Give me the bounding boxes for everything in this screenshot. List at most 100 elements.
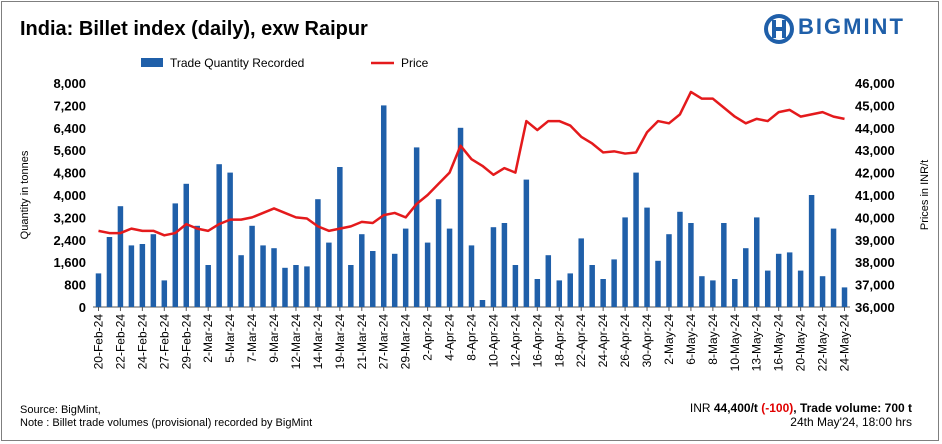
x-tick-label: 8-Apr-24 <box>465 314 479 361</box>
trade-quantity-bar <box>304 266 310 307</box>
x-tick-label: 2-Apr-24 <box>421 314 435 361</box>
trade-quantity-bar <box>359 234 365 307</box>
x-tick-label: 22-Apr-24 <box>574 314 588 368</box>
legend-bar-swatch <box>141 58 163 67</box>
x-tick-label: 20-May-24 <box>794 314 808 372</box>
y-right-tick-label: 41,000 <box>855 188 895 203</box>
y-left-tick-label: 1,600 <box>53 255 86 270</box>
y-right-tick-label: 37,000 <box>855 278 895 293</box>
source-note: Source: BigMint, Note : Billet trade vol… <box>20 404 312 430</box>
y-right-tick-label: 40,000 <box>855 210 895 225</box>
price-change: (-100) <box>761 401 794 415</box>
y-right-tick-label: 42,000 <box>855 166 895 181</box>
y-left-tick-label: 8,000 <box>53 76 86 91</box>
x-tick-label: 16-Apr-24 <box>530 314 544 368</box>
y-left-tick-label: 800 <box>64 278 86 293</box>
bigmint-logo-icon <box>764 14 794 44</box>
trade-quantity-bar <box>348 265 354 307</box>
x-tick-label: 2-May-24 <box>662 314 676 365</box>
trade-quantity-bar <box>468 245 475 307</box>
y-right-tick-label: 45,000 <box>855 98 895 113</box>
trade-quantity-bar <box>95 273 102 307</box>
y-left-tick-label: 2,400 <box>53 233 86 248</box>
trade-quantity-bar <box>370 251 376 307</box>
trade-quantity-bar <box>326 242 332 307</box>
trade-quantity-bar <box>666 234 672 307</box>
trade-quantity-bar <box>227 172 233 307</box>
trade-quantity-bar <box>391 253 398 307</box>
x-tick-label: 20-Feb-24 <box>91 314 105 370</box>
x-tick-label: 19-Mar-24 <box>333 314 347 370</box>
trade-quantity-bar <box>457 127 464 307</box>
trade-quantity-bar <box>402 228 409 307</box>
x-tick-label: 9-Mar-24 <box>267 314 281 363</box>
trade-quantity-bar <box>260 245 266 307</box>
trade-quantity-bar <box>633 172 639 307</box>
trade-quantity-bar <box>216 164 222 307</box>
y-right-tick-label: 46,000 <box>855 76 895 91</box>
trade-quantity-bar <box>589 265 595 307</box>
x-tick-label: 16-May-24 <box>772 314 786 372</box>
trade-quantity-bar <box>786 252 793 307</box>
x-tick-label: 29-Feb-24 <box>179 314 193 370</box>
trade-quantity-bar <box>841 287 848 307</box>
trade-quantity-bar <box>479 300 486 307</box>
x-tick-label: 30-Apr-24 <box>640 314 654 368</box>
trade-quantity-bar <box>271 248 277 307</box>
chart-axes <box>93 306 850 311</box>
x-tick-label: 22-Feb-24 <box>113 314 127 370</box>
x-tick-label: 21-Mar-24 <box>355 314 369 370</box>
x-tick-label: 18-Apr-24 <box>552 314 566 368</box>
trade-quantity-bar <box>677 211 683 307</box>
x-tick-label: 10-May-24 <box>728 314 742 372</box>
x-tick-label: 14-Mar-24 <box>311 314 325 370</box>
legend-line-label: Price <box>401 56 429 70</box>
x-tick-label: 13-May-24 <box>750 314 764 372</box>
price-value: 44,400/t <box>713 401 758 415</box>
trade-quantity-bar <box>293 265 299 307</box>
trade-quantity-bar <box>545 255 552 307</box>
x-tick-label: 29-Mar-24 <box>399 314 413 370</box>
price-summary: INR 44,400/t (-100), Trade volume: 700 t… <box>690 401 912 429</box>
trade-quantity-bar <box>622 217 628 307</box>
trade-quantity-bar <box>523 179 530 307</box>
trade-quantity-bar <box>435 199 442 307</box>
trade-quantity-bar <box>743 248 749 307</box>
x-tick-label: 26-Apr-24 <box>618 314 632 368</box>
trade-quantity-bar <box>710 280 716 307</box>
trade-quantity-bar <box>567 273 573 307</box>
timestamp: 24th May'24, 18:00 hrs <box>790 415 912 429</box>
trade-quantity-bar <box>413 147 420 307</box>
trade-quantity-bar <box>699 276 705 307</box>
trade-quantity-bar <box>117 206 124 307</box>
trade-quantity-bar <box>655 260 661 307</box>
trade-quantity-bar <box>600 279 606 307</box>
trade-quantity-bar <box>732 279 738 307</box>
trade-quantity-bar <box>775 253 782 307</box>
y-right-tick-label: 38,000 <box>855 255 895 270</box>
chart-legend: Trade Quantity Recorded Price <box>141 56 429 70</box>
trade-quantity-bar <box>754 217 760 307</box>
trade-quantity-bar <box>315 199 321 307</box>
y-right-tick-label: 43,000 <box>855 143 895 158</box>
trade-quantity-bar <box>424 242 431 307</box>
x-tick-label: 27-Feb-24 <box>157 314 171 370</box>
trade-quantity-bar <box>830 228 837 307</box>
x-tick-label: 6-May-24 <box>684 314 698 365</box>
trade-quantity-bar <box>205 265 211 307</box>
note-text: Note : Billet trade volumes (provisional… <box>20 417 313 429</box>
x-tick-label: 27-Mar-24 <box>377 314 391 370</box>
trade-quantity-bar <box>556 280 563 307</box>
x-tick-label: 7-Mar-24 <box>245 314 259 363</box>
trade-quantity-bar <box>819 276 826 307</box>
chart-title: India: Billet index (daily), exw Raipur <box>20 18 368 40</box>
y-left-tick-label: 7,200 <box>53 98 86 113</box>
brand-name: BIGMINT <box>798 14 905 39</box>
trade-quantity-bar <box>150 234 157 307</box>
y-left-tick-label: 4,800 <box>53 166 86 181</box>
legend-bar-label: Trade Quantity Recorded <box>170 56 304 70</box>
y-left-tick-label: 0 <box>79 300 86 315</box>
trade-quantity-bar <box>501 223 508 307</box>
trade-quantity-bar <box>764 270 771 307</box>
